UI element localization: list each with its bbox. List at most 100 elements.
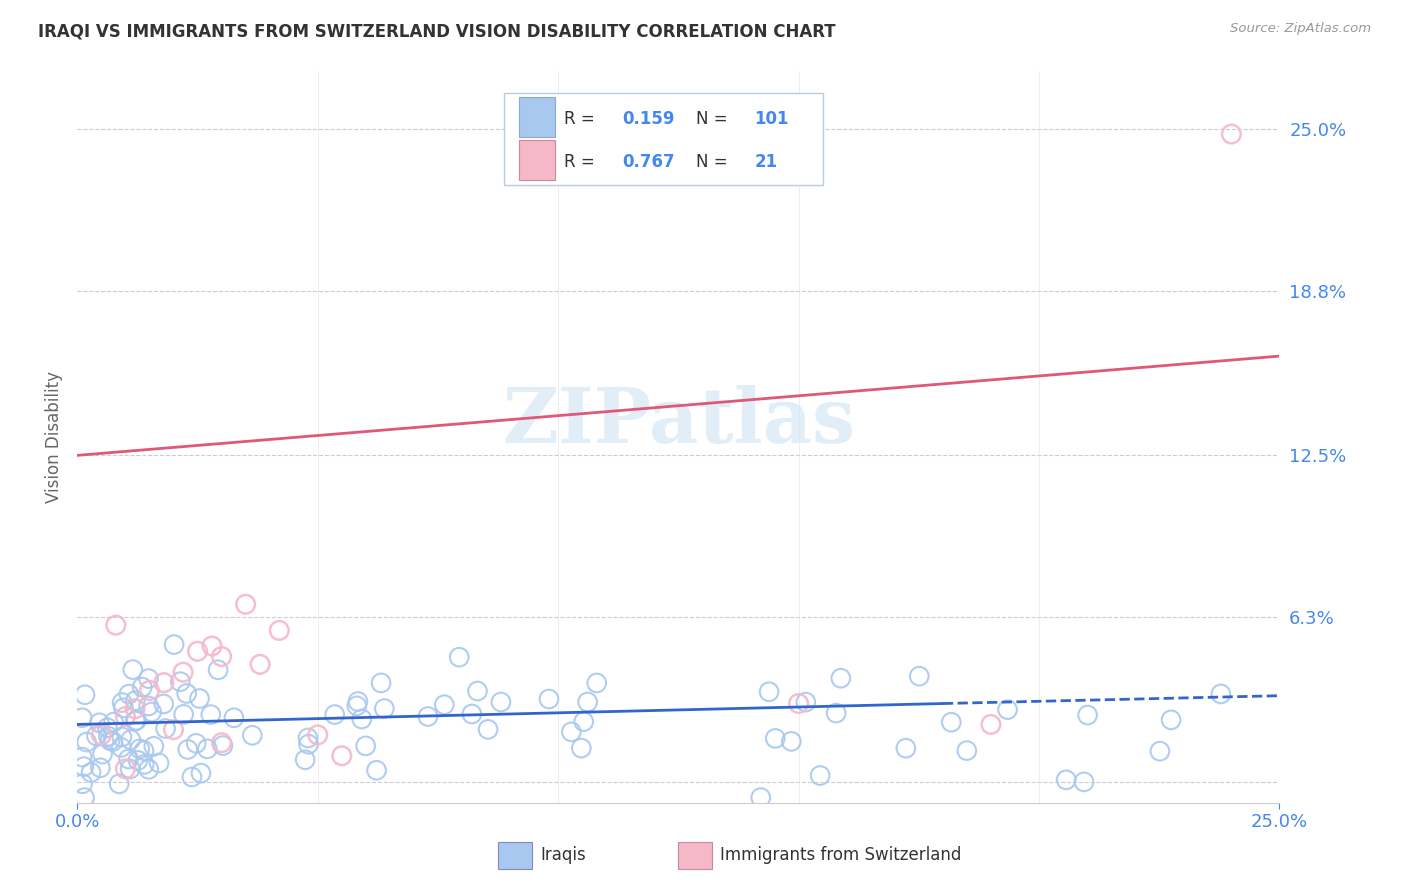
Text: ZIPatlas: ZIPatlas: [502, 385, 855, 459]
Point: [120, 762, 142, 776]
Point: [894, 741, 917, 756]
Point: [117, 752, 139, 766]
Point: [211, 649, 233, 664]
Point: [1220, 127, 1243, 141]
Point: [124, 702, 146, 716]
Point: [76, 735, 98, 749]
Point: [212, 739, 235, 753]
Point: [585, 676, 607, 690]
Point: [297, 731, 319, 745]
Point: [96, 721, 118, 735]
Text: 21: 21: [754, 153, 778, 171]
Text: Immigrants from Switzerland: Immigrants from Switzerland: [720, 847, 962, 864]
Point: [142, 739, 165, 754]
FancyBboxPatch shape: [505, 94, 823, 185]
Point: [211, 736, 233, 750]
Point: [138, 698, 160, 713]
Text: R =: R =: [564, 110, 600, 128]
Point: [433, 698, 456, 712]
Point: [1077, 708, 1099, 723]
Text: 0.767: 0.767: [621, 153, 675, 171]
Point: [297, 737, 319, 751]
Point: [180, 770, 202, 784]
Point: [373, 701, 395, 715]
Point: [152, 697, 174, 711]
Point: [825, 706, 848, 720]
Text: IRAQI VS IMMIGRANTS FROM SWITZERLAND VISION DISABILITY CORRELATION CHART: IRAQI VS IMMIGRANTS FROM SWITZERLAND VIS…: [38, 22, 835, 40]
Point: [477, 723, 499, 737]
Point: [1073, 775, 1095, 789]
Point: [461, 706, 484, 721]
Point: [323, 707, 346, 722]
Point: [172, 665, 194, 680]
Point: [787, 697, 810, 711]
Point: [138, 672, 160, 686]
Point: [86, 729, 108, 743]
Point: [537, 692, 560, 706]
Point: [467, 684, 489, 698]
Bar: [498, 842, 531, 869]
Point: [188, 691, 211, 706]
Text: R =: R =: [564, 153, 600, 171]
Point: [153, 675, 176, 690]
Point: [249, 657, 271, 672]
Point: [120, 732, 142, 747]
Point: [941, 715, 963, 730]
Point: [163, 638, 186, 652]
Y-axis label: Vision Disability: Vision Disability: [45, 371, 63, 503]
Point: [111, 696, 134, 710]
Point: [114, 709, 136, 723]
Point: [780, 734, 803, 748]
Point: [749, 790, 772, 805]
Text: N =: N =: [696, 110, 734, 128]
Point: [73, 790, 96, 805]
Point: [572, 714, 595, 729]
Point: [121, 663, 143, 677]
Point: [997, 703, 1019, 717]
Point: [980, 717, 1002, 731]
Point: [169, 674, 191, 689]
Point: [89, 761, 111, 775]
Point: [131, 680, 153, 694]
Point: [103, 715, 125, 730]
Point: [190, 766, 212, 780]
Point: [1054, 772, 1077, 787]
Point: [127, 753, 149, 767]
Point: [416, 709, 439, 723]
Point: [330, 748, 353, 763]
Point: [489, 695, 512, 709]
Point: [176, 686, 198, 700]
Point: [763, 731, 786, 746]
Text: Source: ZipAtlas.com: Source: ZipAtlas.com: [1230, 22, 1371, 36]
Point: [449, 650, 471, 665]
Point: [132, 744, 155, 758]
Point: [307, 728, 329, 742]
Point: [186, 736, 208, 750]
Bar: [679, 842, 711, 869]
Text: N =: N =: [696, 153, 734, 171]
Point: [207, 663, 229, 677]
Point: [73, 759, 96, 773]
Point: [101, 734, 124, 748]
Point: [141, 705, 163, 719]
Point: [134, 757, 156, 772]
Point: [72, 777, 94, 791]
Text: Iraqis: Iraqis: [540, 847, 586, 864]
Point: [70, 711, 93, 725]
Bar: [519, 140, 554, 180]
Point: [89, 715, 111, 730]
Point: [155, 722, 177, 736]
Point: [98, 733, 121, 747]
Point: [240, 728, 263, 742]
Point: [269, 624, 291, 638]
Point: [118, 687, 141, 701]
Point: [201, 639, 224, 653]
Point: [112, 701, 135, 715]
Point: [350, 712, 373, 726]
Point: [70, 750, 93, 764]
Point: [830, 671, 852, 685]
Bar: [519, 97, 554, 137]
Point: [794, 695, 817, 709]
Point: [177, 742, 200, 756]
Point: [354, 739, 377, 753]
